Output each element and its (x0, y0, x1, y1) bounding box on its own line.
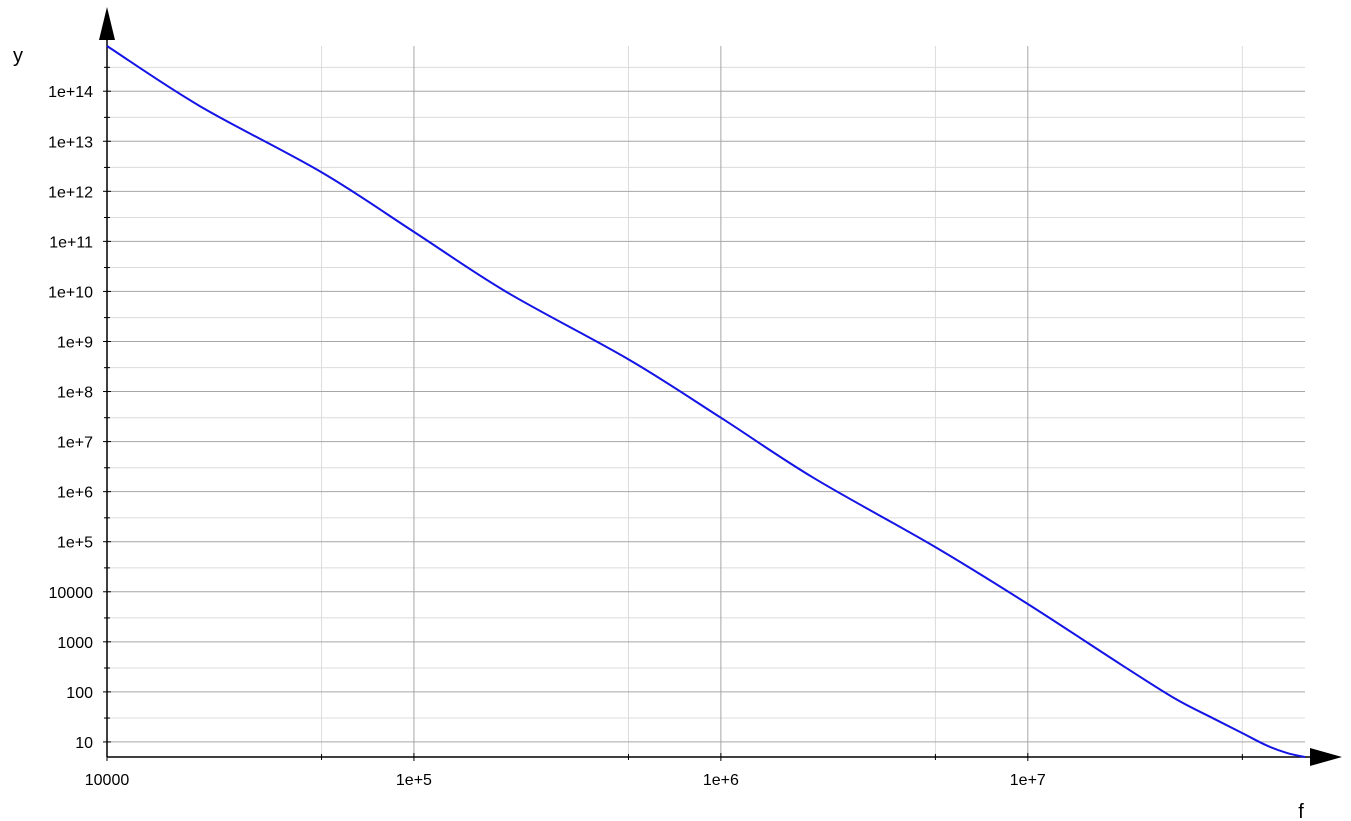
x-tick-label: 1e+6 (703, 772, 739, 789)
y-tick-label: 1000 (57, 635, 93, 652)
x-tick-label: 1e+5 (396, 772, 432, 789)
tick-labels: 10000 1e+5 1e+6 1e+7 10 100 1000 10000 1e+5 1e+6 1… (48, 84, 1046, 789)
y-tick-label: 1e+8 (57, 385, 93, 402)
x-tick-label: 10000 (85, 772, 130, 789)
tick-marks (103, 66, 1243, 761)
y-tick-label: 100 (66, 685, 93, 702)
y-tick-label: 1e+14 (48, 84, 93, 101)
y-axis-arrow-icon (99, 7, 115, 40)
y-tick-label: 1e+12 (48, 184, 93, 201)
axes (99, 7, 1342, 766)
x-tick-label: 1e+7 (1010, 772, 1046, 789)
y-tick-label: 1e+13 (48, 134, 93, 151)
y-tick-label: 1e+7 (57, 435, 93, 452)
minor-grid (107, 46, 1305, 757)
y-tick-label: 10 (75, 735, 93, 752)
y-tick-label: 1e+6 (57, 485, 93, 502)
series-line (106, 45, 1306, 758)
series-lines (106, 45, 1306, 758)
y-tick-label: 10000 (49, 585, 94, 602)
x-axis-label: f (1298, 801, 1304, 821)
y-tick-label: 1e+11 (49, 234, 93, 251)
x-axis-arrow-icon (1310, 748, 1342, 766)
y-tick-label: 1e+10 (48, 284, 93, 301)
y-tick-label: 1e+5 (57, 535, 93, 552)
y-tick-label: 1e+9 (57, 334, 93, 351)
y-axis-label: y (13, 45, 23, 67)
major-grid (106, 46, 1305, 757)
